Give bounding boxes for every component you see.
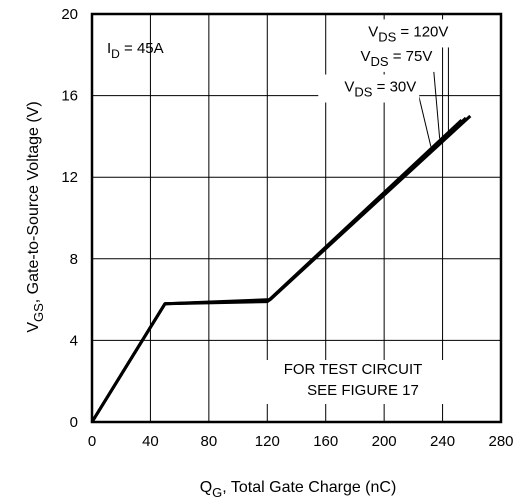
series-line (90, 114, 472, 423)
legend-label: VDS = 75V (360, 48, 432, 69)
y-tick-label: 4 (70, 332, 78, 349)
legend-label-background (334, 43, 436, 72)
x-tick-label: 160 (313, 433, 338, 450)
id-annotation: ID = 45A (107, 40, 164, 61)
y-tick-label: 8 (70, 251, 78, 268)
legend-label-background (350, 19, 452, 48)
x-tick-label: 280 (488, 433, 513, 450)
x-tick-label: 80 (201, 433, 218, 450)
y-axis-label: VGS, Gate-to-Source Voltage (V) (25, 101, 46, 332)
legend-label: VDS = 30V (344, 79, 416, 100)
legend: VDS = 120V VDS = 75V VDS = 30V (318, 19, 452, 103)
x-tick-label: 240 (430, 433, 455, 450)
y-tick-label: 12 (61, 169, 78, 186)
y-tick-label: 16 (61, 88, 78, 105)
note-background (247, 360, 461, 404)
legend-label-background (318, 74, 420, 103)
x-axis-label: QG, Total Gate Charge (nC) (200, 479, 397, 500)
x-tick-label: 40 (142, 433, 159, 450)
y-tick-label: 0 (70, 414, 78, 431)
tick-labels: 0 40 80 120 160 200 240 280 0 4 8 12 16 20 (61, 6, 513, 450)
note-line-2: SEE FIGURE 17 (307, 382, 419, 399)
y-tick-label: 20 (61, 6, 78, 23)
x-tick-label: 200 (372, 433, 397, 450)
series-group (90, 114, 472, 423)
x-tick-label: 0 (88, 433, 96, 450)
plot-frame (90, 12, 503, 424)
x-tick-label: 120 (255, 433, 280, 450)
note-line-1: FOR TEST CIRCUIT (284, 361, 423, 378)
legend-label: VDS = 120V (368, 23, 448, 44)
